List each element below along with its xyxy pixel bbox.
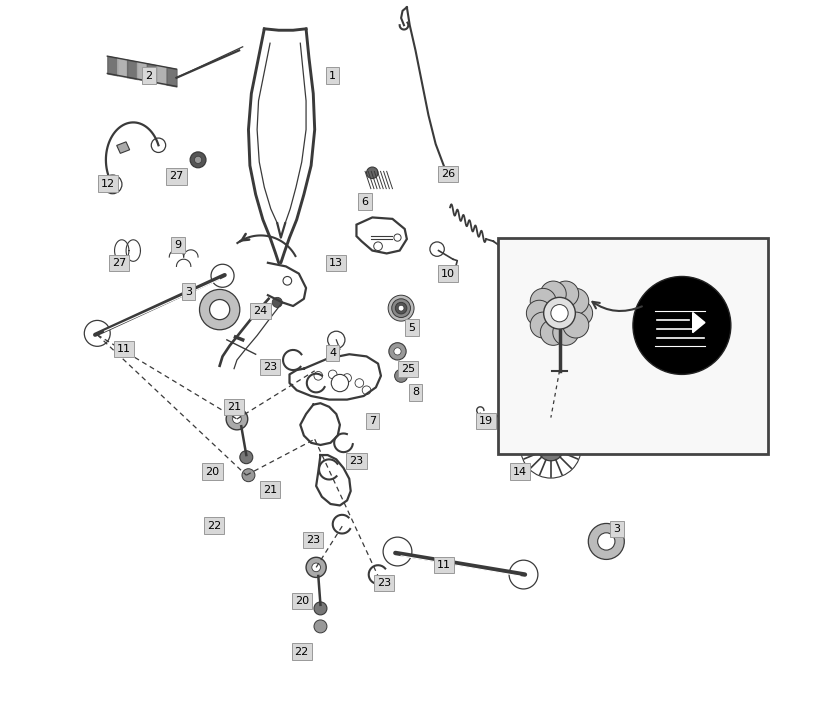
Text: 1: 1: [329, 71, 337, 81]
Text: 22: 22: [207, 521, 221, 531]
Text: 17: 17: [639, 251, 653, 261]
Text: 16: 16: [522, 276, 535, 286]
Text: 4: 4: [329, 348, 337, 358]
Circle shape: [553, 281, 578, 307]
Text: 23: 23: [349, 456, 363, 466]
Circle shape: [209, 300, 229, 320]
Text: 20: 20: [205, 467, 219, 477]
Circle shape: [545, 442, 557, 454]
Circle shape: [633, 276, 730, 374]
Circle shape: [306, 557, 327, 577]
Circle shape: [342, 374, 352, 382]
Text: 25: 25: [401, 364, 416, 374]
Circle shape: [394, 348, 401, 355]
Circle shape: [543, 297, 575, 329]
Text: 19: 19: [479, 416, 493, 426]
Text: 12: 12: [101, 179, 116, 189]
Circle shape: [355, 379, 364, 387]
Circle shape: [588, 523, 624, 559]
Circle shape: [389, 343, 406, 360]
Text: 23: 23: [306, 535, 320, 545]
Circle shape: [530, 289, 556, 315]
Circle shape: [551, 305, 568, 322]
Circle shape: [273, 297, 283, 307]
Circle shape: [398, 305, 404, 311]
Circle shape: [314, 372, 322, 380]
Circle shape: [388, 295, 414, 321]
Text: 7: 7: [369, 416, 376, 426]
Circle shape: [312, 563, 321, 572]
Text: 3: 3: [613, 524, 621, 534]
Circle shape: [211, 264, 234, 287]
Circle shape: [563, 312, 589, 338]
Circle shape: [567, 300, 593, 326]
Text: 9: 9: [175, 240, 181, 250]
Circle shape: [328, 370, 337, 379]
Circle shape: [540, 281, 566, 307]
Text: 21: 21: [263, 485, 277, 495]
Text: 23: 23: [376, 578, 391, 588]
Circle shape: [242, 469, 255, 482]
Circle shape: [240, 451, 253, 464]
Circle shape: [509, 560, 538, 589]
Text: 11: 11: [117, 344, 131, 354]
Polygon shape: [693, 312, 705, 333]
Text: 5: 5: [408, 323, 416, 333]
Circle shape: [553, 320, 578, 346]
Circle shape: [538, 435, 563, 461]
Circle shape: [526, 300, 553, 326]
Text: 15: 15: [597, 247, 611, 257]
Text: 6: 6: [361, 197, 369, 207]
Circle shape: [362, 386, 371, 395]
Circle shape: [199, 289, 240, 330]
Circle shape: [391, 299, 411, 318]
Text: 22: 22: [295, 647, 309, 657]
Text: 20: 20: [295, 596, 309, 606]
Text: 27: 27: [170, 171, 184, 181]
Text: 3: 3: [185, 287, 192, 297]
Circle shape: [190, 152, 206, 168]
Circle shape: [366, 167, 378, 179]
Circle shape: [394, 234, 401, 241]
Text: 21: 21: [227, 402, 241, 412]
Circle shape: [332, 374, 348, 392]
Circle shape: [283, 276, 292, 285]
Circle shape: [84, 320, 111, 346]
Text: 11: 11: [437, 560, 451, 570]
Circle shape: [597, 533, 615, 550]
Text: 8: 8: [412, 387, 419, 397]
Circle shape: [563, 289, 589, 315]
Circle shape: [383, 537, 412, 566]
Polygon shape: [116, 142, 130, 153]
Text: 26: 26: [440, 169, 455, 179]
Circle shape: [314, 620, 327, 633]
Circle shape: [395, 369, 407, 382]
Circle shape: [194, 156, 202, 163]
Text: 24: 24: [253, 306, 268, 316]
Circle shape: [396, 302, 407, 314]
Text: 18: 18: [571, 416, 585, 426]
Text: 13: 13: [329, 258, 343, 268]
Text: 10: 10: [441, 269, 455, 279]
Circle shape: [226, 408, 248, 430]
Circle shape: [374, 242, 382, 251]
Text: 14: 14: [513, 467, 527, 477]
Text: 27: 27: [111, 258, 126, 268]
Text: 23: 23: [263, 362, 277, 372]
Circle shape: [314, 602, 327, 615]
Circle shape: [530, 312, 556, 338]
Text: 2: 2: [145, 71, 153, 81]
Circle shape: [540, 320, 566, 346]
FancyBboxPatch shape: [499, 238, 769, 454]
Circle shape: [233, 415, 241, 423]
